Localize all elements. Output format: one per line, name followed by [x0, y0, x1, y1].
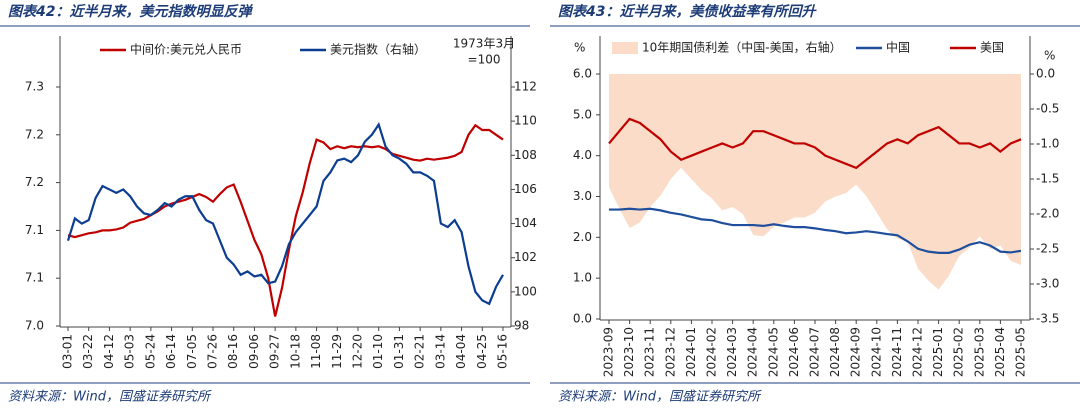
legend-label: 10年期国债利差（中国-美国，右轴）	[642, 40, 842, 55]
x-tick-label: 04-25	[475, 334, 489, 369]
y2-tick-label: -0.5	[1036, 102, 1059, 116]
x-tick-label: 01-10	[371, 334, 385, 369]
x-tick-label: 2024-08	[828, 327, 842, 377]
y-tick-label: 3.0	[573, 189, 592, 203]
y2-tick-label: 112	[514, 80, 537, 94]
x-tick-label: 08-16	[226, 334, 240, 369]
y-tick-label: 5.0	[573, 107, 592, 121]
y-tick-label: 6.0	[573, 67, 592, 81]
x-tick-label: 11-08	[309, 334, 323, 369]
series-line	[609, 207, 1022, 254]
x-tick-label: 2024-12	[911, 327, 925, 377]
y2-tick-label: 102	[514, 250, 537, 264]
y2-tick-label: 104	[514, 216, 537, 230]
y2-tick-label: 106	[514, 182, 537, 196]
x-tick-label: 09-27	[268, 334, 282, 369]
legend-label: 中国	[886, 40, 910, 55]
legend-label: 美元指数（右轴）	[330, 42, 426, 57]
annotation: 1973年3月	[453, 37, 515, 51]
x-tick-label: 2024-11	[890, 327, 904, 377]
x-tick-label: 2025-05	[1014, 327, 1028, 377]
y-tick-label: 1.0	[573, 271, 592, 285]
series-line	[66, 122, 504, 306]
x-tick-label: 04-12	[102, 334, 116, 369]
spread-area	[609, 74, 1021, 290]
x-tick-label: 2023-11	[643, 327, 657, 377]
x-tick-label: 2024-10	[869, 327, 883, 377]
x-tick-label: 2023-12	[663, 327, 677, 377]
x-tick-label: 05-16	[496, 334, 510, 369]
x-tick-label: 2023-10	[622, 327, 636, 377]
chart-title: 图表43：近半月来，美债收益率有所回升	[558, 3, 817, 20]
y2-tick-label: -1.0	[1036, 137, 1059, 151]
x-tick-label: 2024-02	[705, 327, 719, 377]
y2-tick-label: 100	[514, 284, 537, 298]
annotation: =100	[468, 53, 501, 67]
y2-unit: %	[1044, 49, 1055, 63]
x-tick-label: 2023-09	[602, 327, 616, 377]
y-tick-label: 7.1	[25, 223, 44, 237]
y2-tick-label: -3.0	[1036, 277, 1059, 291]
x-tick-label: 2024-03	[725, 327, 739, 377]
legend-label: 中间价:美元兑人民币	[130, 42, 242, 57]
x-tick-label: 2024-06	[787, 327, 801, 377]
y2-tick-label: -2.5	[1036, 242, 1059, 256]
x-tick-label: 07-05	[185, 334, 199, 369]
chart-title: 图表42：近半月来，美元指数明显反弹	[8, 3, 253, 20]
legend-swatch	[612, 42, 638, 54]
x-tick-label: 05-24	[143, 334, 157, 369]
x-tick-label: 2024-07	[808, 327, 822, 377]
y2-tick-label: -3.5	[1036, 312, 1059, 326]
x-tick-label: 2025-01	[931, 327, 945, 377]
y-tick-label: 7.0	[25, 319, 44, 333]
x-tick-label: 03-14	[433, 334, 447, 369]
x-tick-label: 01-31	[392, 334, 406, 369]
y-tick-label: 7.2	[25, 175, 44, 189]
x-tick-label: 04-04	[454, 334, 468, 369]
y-tick-label: 0.0	[573, 312, 592, 326]
x-tick-label: 2024-05	[766, 327, 780, 377]
y-tick-label: 7.1	[25, 271, 44, 285]
source: 资料来源：Wind，国盛证券研究所	[8, 389, 212, 405]
x-tick-label: 03-22	[81, 334, 95, 369]
y2-tick-label: 0.0	[1036, 67, 1055, 81]
x-tick-label: 2024-09	[849, 327, 863, 377]
legend-label: 美国	[980, 41, 1004, 55]
x-tick-label: 2024-01	[684, 327, 698, 377]
y2-tick-label: 110	[514, 114, 537, 128]
x-tick-label: 02-21	[413, 334, 427, 369]
y2-tick-label: -1.5	[1036, 172, 1059, 186]
x-tick-label: 10-18	[288, 334, 302, 369]
x-tick-label: 07-26	[206, 334, 220, 369]
source: 资料来源：Wind，国盛证券研究所	[558, 389, 762, 405]
y-tick-label: 7.2	[25, 127, 44, 141]
y-tick-label: 2.0	[573, 230, 592, 244]
x-tick-label: 09-06	[247, 334, 261, 369]
x-tick-label: 11-29	[330, 334, 344, 369]
y-unit: %	[574, 41, 585, 55]
x-tick-label: 05-03	[123, 334, 137, 369]
x-tick-label: 2024-04	[746, 327, 760, 377]
x-tick-label: 2025-02	[952, 327, 966, 377]
series-line	[608, 117, 1022, 170]
x-tick-label: 2025-04	[993, 327, 1007, 377]
x-tick-label: 2025-03	[972, 327, 986, 377]
series-line	[67, 123, 504, 317]
y-tick-label: 4.0	[573, 148, 592, 162]
y2-tick-label: -2.0	[1036, 207, 1059, 221]
x-tick-label: 12-20	[351, 334, 365, 369]
y2-tick-label: 108	[514, 148, 537, 162]
y-tick-label: 7.3	[25, 80, 44, 94]
y2-tick-label: 98	[514, 319, 529, 333]
x-tick-label: 03-01	[61, 334, 75, 369]
x-tick-label: 06-14	[164, 334, 178, 369]
